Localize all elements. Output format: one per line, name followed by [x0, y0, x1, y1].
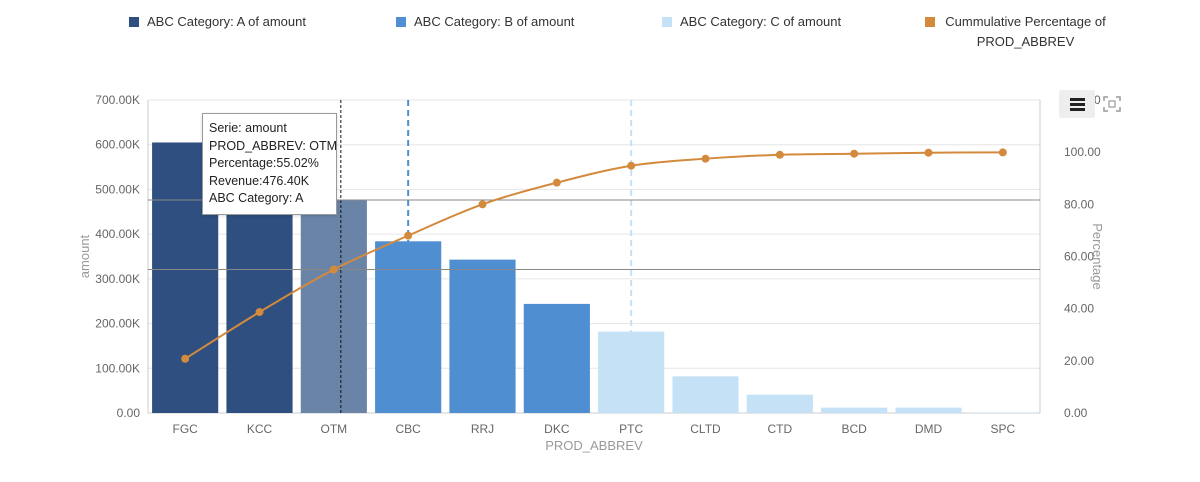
x-tick-label: DMD: [915, 422, 943, 436]
y2-tick-label: 100.00: [1064, 145, 1101, 159]
cumulative-point-cltd: [701, 154, 710, 163]
legend-swatch-category-b: [396, 17, 406, 27]
x-axis-title: PROD_ABBREV: [545, 438, 643, 453]
cumulative-point-spc: [998, 148, 1007, 157]
hamburger-icon: [1070, 98, 1085, 101]
tooltip-category: PROD_ABBREV: OTM: [209, 138, 338, 153]
legend-swatch-category-a: [129, 17, 139, 27]
x-tick-label: CBC: [395, 422, 421, 436]
y-tick-label: 300.00K: [95, 272, 140, 286]
legend-swatch-cumulative: [925, 17, 935, 27]
legend-label: ABC Category: A of amount: [147, 14, 306, 29]
hamburger-icon-bar: [1070, 103, 1085, 106]
chart-tooltip: Serie: amount PROD_ABBREV: OTM Percentag…: [202, 113, 337, 215]
y-tick-label: 0.00: [117, 406, 141, 420]
cumulative-point-cbc: [404, 231, 413, 240]
y2-tick-label: 80.00: [1064, 197, 1094, 211]
tooltip-percentage: Percentage:55.02%: [209, 156, 319, 170]
chart-menu-button[interactable]: [1059, 90, 1095, 118]
x-tick-label: CTD: [767, 422, 792, 436]
x-tick-label: KCC: [247, 422, 273, 436]
legend-swatch-category-c: [662, 17, 672, 27]
tooltip-abc-category: ABC Category: A: [209, 191, 304, 205]
x-tick-label: DKC: [544, 422, 570, 436]
legend-label: Cummulative Percentage of PROD_ABBREV: [945, 14, 1106, 49]
y-tick-label: 500.00K: [95, 182, 140, 196]
bar-dmd: [895, 407, 962, 413]
cumulative-point-fgc: [181, 354, 190, 363]
y-tick-label: 700.00K: [95, 93, 140, 107]
y2-tick-label: 20.00: [1064, 354, 1094, 368]
y-axis-title: amount: [77, 234, 92, 278]
y-tick-label: 200.00K: [95, 317, 140, 331]
bar-cltd: [672, 376, 739, 413]
fullscreen-icon[interactable]: [1103, 96, 1121, 112]
cumulative-point-otm: [329, 265, 338, 274]
y2-tick-label: 40.00: [1064, 302, 1094, 316]
hamburger-icon-bar: [1070, 108, 1085, 111]
x-tick-label: OTM: [320, 422, 347, 436]
y-tick-label: 600.00K: [95, 138, 140, 152]
x-tick-label: FGC: [172, 422, 198, 436]
legend-label: ABC Category: C of amount: [680, 14, 842, 29]
x-tick-label: PTC: [619, 422, 643, 436]
cumulative-point-kcc: [255, 308, 264, 317]
bar-ptc: [598, 331, 665, 413]
cumulative-point-rrj: [478, 200, 487, 209]
bar-rrj: [449, 259, 516, 413]
bar-dkc: [523, 303, 590, 413]
cumulative-point-ptc: [627, 161, 636, 170]
tooltip-series: Serie: amount: [209, 121, 287, 135]
cumulative-point-dmd: [924, 148, 933, 157]
y2-tick-label: 0.00: [1064, 406, 1088, 420]
bar-otm: [300, 199, 367, 413]
bar-ctd: [746, 394, 813, 413]
legend: ABC Category: A of amount ABC Category: …: [0, 12, 1200, 62]
y-tick-label: 400.00K: [95, 227, 140, 241]
y2-tick-label: 60.00: [1064, 250, 1094, 264]
x-tick-label: SPC: [990, 422, 1015, 436]
cumulative-point-dkc: [552, 178, 561, 187]
x-tick-label: BCD: [841, 422, 867, 436]
bar-cbc: [375, 241, 442, 413]
x-tick-label: RRJ: [471, 422, 494, 436]
y-tick-label: 100.00K: [95, 361, 140, 375]
tooltip-revenue: Revenue:476.40K: [209, 173, 310, 188]
cumulative-point-bcd: [850, 149, 859, 158]
bar-spc: [969, 412, 1036, 414]
bar-bcd: [821, 407, 888, 413]
y2-axis-title: Percentage: [1090, 223, 1105, 290]
legend-label: ABC Category: B of amount: [414, 14, 575, 29]
x-tick-label: CLTD: [690, 422, 721, 436]
cumulative-point-ctd: [775, 150, 784, 159]
